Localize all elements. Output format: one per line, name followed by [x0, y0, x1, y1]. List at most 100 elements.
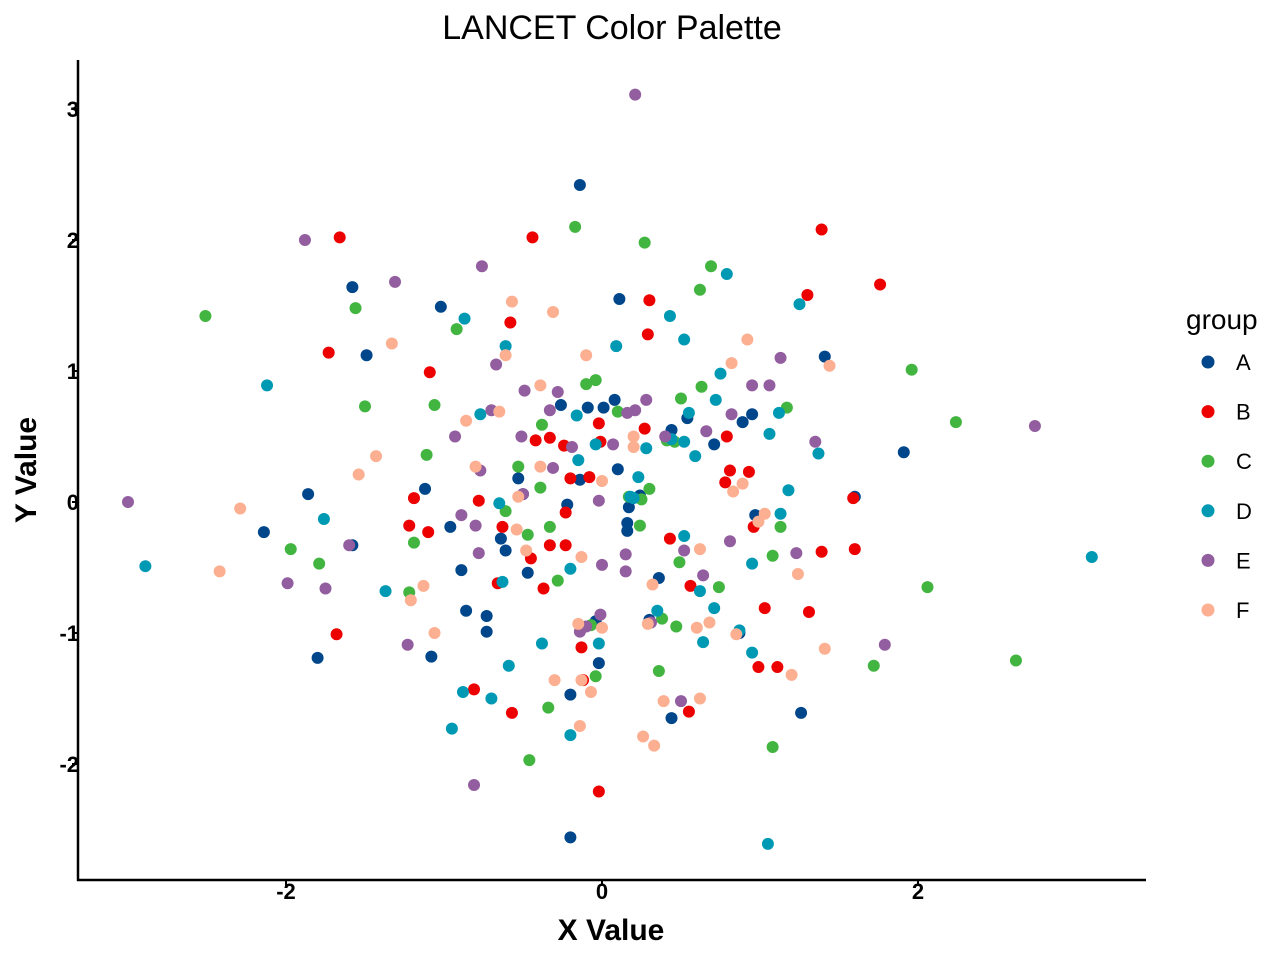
data-point [480, 609, 493, 622]
data-point [583, 471, 596, 484]
data-point [548, 674, 561, 687]
data-point [572, 454, 585, 467]
data-point [330, 628, 343, 641]
data-point [640, 442, 653, 455]
data-point [622, 501, 635, 514]
data-point [678, 544, 691, 557]
data-point [663, 532, 676, 545]
data-point [401, 638, 414, 651]
data-point [537, 582, 550, 595]
data-point [659, 430, 672, 443]
data-point [763, 427, 776, 440]
data-point [700, 425, 713, 438]
y-tick-label: 1 [67, 359, 79, 384]
chart-title: LANCET Color Palette [442, 9, 782, 47]
data-point [592, 494, 605, 507]
data-point [592, 637, 605, 650]
data-point [434, 300, 447, 313]
data-point [708, 438, 721, 451]
data-point [535, 418, 548, 431]
series-e [122, 88, 1041, 791]
data-point [385, 337, 398, 350]
data-point [422, 526, 435, 539]
data-point [736, 416, 749, 429]
data-point [584, 685, 597, 698]
data-point [564, 562, 577, 575]
data-point [575, 641, 588, 654]
data-point [407, 492, 420, 505]
data-point [580, 349, 593, 362]
y-axis-ticks: -2 -1 0 1 2 3 [59, 97, 79, 777]
legend-label: D [1236, 499, 1252, 524]
data-point [752, 661, 765, 674]
data-point [543, 404, 556, 417]
data-point [407, 536, 420, 549]
data-point [333, 231, 346, 244]
data-point [627, 440, 640, 453]
data-point [693, 543, 706, 556]
data-point [596, 621, 608, 634]
data-point [643, 294, 656, 307]
data-point [714, 367, 727, 380]
legend-key [1201, 454, 1215, 468]
data-point [703, 616, 716, 629]
data-point [693, 585, 706, 598]
data-point [758, 602, 771, 615]
data-point [818, 642, 831, 655]
data-point [663, 309, 676, 322]
data-point [475, 260, 488, 273]
data-point [493, 497, 506, 510]
data-point [547, 461, 560, 474]
data-point [633, 519, 646, 532]
legend-label: B [1236, 400, 1251, 425]
data-point [607, 438, 620, 451]
data-point [597, 401, 610, 414]
data-point [608, 393, 621, 406]
data-point [499, 340, 512, 353]
data-point [480, 625, 493, 638]
data-point [638, 236, 651, 249]
data-point [425, 650, 438, 663]
data-point [637, 730, 650, 743]
data-point [502, 659, 515, 672]
data-point [403, 519, 416, 532]
data-point [791, 568, 804, 581]
data-point [474, 408, 487, 421]
data-point [360, 349, 373, 362]
data-point [529, 434, 542, 447]
data-point [580, 378, 593, 391]
data-point [534, 481, 547, 494]
data-point [1009, 654, 1022, 667]
data-point [468, 778, 481, 791]
data-point [771, 661, 784, 674]
data-point [510, 523, 523, 536]
data-point [389, 275, 402, 288]
data-point [689, 450, 702, 463]
legend-label: E [1236, 548, 1251, 573]
data-point [613, 292, 626, 305]
data-point [520, 544, 533, 557]
data-point [657, 695, 670, 708]
data-point [736, 477, 749, 490]
data-point [445, 722, 458, 735]
data-point [499, 544, 512, 557]
data-point [774, 520, 787, 533]
data-point [419, 482, 432, 495]
plot-points [122, 88, 1098, 850]
data-point [379, 585, 392, 598]
legend-title: group [1186, 304, 1258, 335]
data-point [627, 492, 640, 505]
data-point [554, 399, 567, 412]
data-point [428, 399, 441, 412]
legend-key [1201, 603, 1215, 617]
data-point [638, 422, 651, 435]
data-point [543, 539, 556, 552]
data-point [611, 405, 624, 418]
x-axis-title: X Value [558, 914, 665, 947]
data-point [596, 475, 608, 488]
data-point [782, 484, 795, 497]
data-point [346, 281, 359, 294]
data-point [547, 306, 560, 319]
data-point [619, 548, 632, 561]
